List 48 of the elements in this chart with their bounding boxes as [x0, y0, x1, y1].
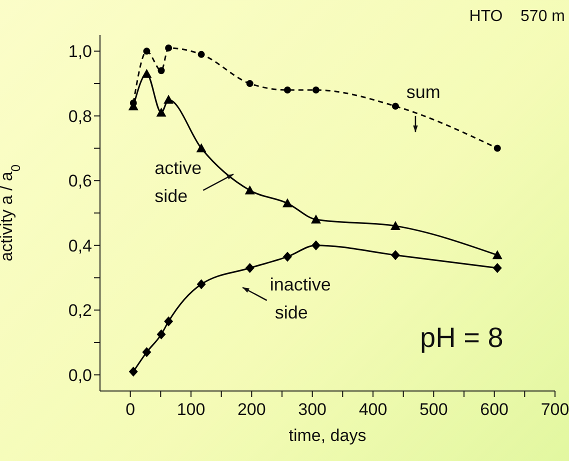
- y-tick-label: 0,6: [68, 172, 92, 191]
- point: [196, 143, 206, 152]
- point: [156, 329, 166, 340]
- point: [128, 366, 138, 377]
- point: [312, 86, 320, 94]
- x-tick-label: 700: [540, 400, 569, 419]
- x-axis-title: time, days: [288, 426, 366, 445]
- point: [494, 144, 501, 152]
- series-label: active side: [154, 158, 202, 206]
- y-tick-label: 0,8: [68, 106, 92, 126]
- point: [392, 102, 399, 110]
- point: [492, 263, 502, 274]
- y-tick-label: 0,0: [68, 366, 92, 385]
- point: [164, 316, 174, 326]
- x-tick-label: 400: [358, 400, 388, 419]
- point: [196, 279, 206, 290]
- x-tick-label: 600: [480, 400, 509, 419]
- point: [282, 252, 292, 262]
- point: [390, 220, 400, 230]
- point: [143, 48, 150, 55]
- x-tick-label: 200: [237, 400, 266, 419]
- point: [310, 214, 321, 224]
- point: [156, 108, 166, 117]
- point: [165, 44, 172, 52]
- point: [244, 185, 255, 194]
- y-tick-label: 0,4: [68, 236, 92, 256]
- y-tick-label: 0,2: [68, 301, 92, 320]
- series-label: sum: [406, 82, 440, 102]
- annotation: pH = 8: [420, 322, 504, 354]
- point: [198, 50, 205, 58]
- point: [492, 250, 502, 260]
- point: [282, 198, 292, 208]
- y-tick-label: 1,0: [68, 42, 92, 62]
- text: HTO 570 m: [469, 8, 565, 26]
- point: [311, 240, 320, 250]
- x-tick-label: 100: [176, 400, 206, 419]
- point: [284, 86, 291, 94]
- x-tick-label: 300: [298, 400, 327, 419]
- series-label: inactive side: [270, 274, 331, 323]
- point: [246, 80, 254, 88]
- x-tick-label: 0: [126, 400, 136, 419]
- point: [245, 263, 254, 274]
- point: [142, 68, 152, 78]
- point: [164, 94, 174, 104]
- point: [390, 250, 400, 260]
- point: [142, 347, 152, 358]
- x-tick-label: 500: [419, 400, 448, 419]
- point: [158, 67, 165, 74]
